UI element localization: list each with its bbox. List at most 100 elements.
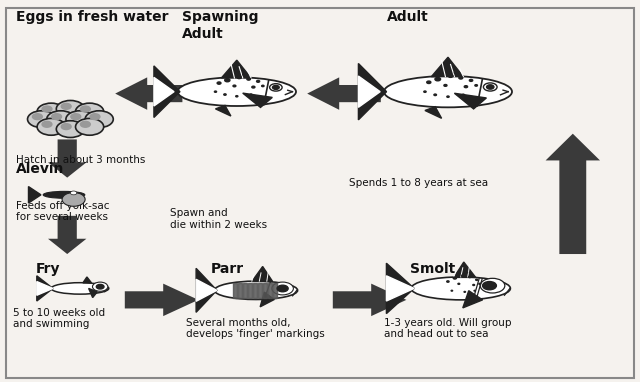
Polygon shape <box>36 276 53 301</box>
Text: Adult: Adult <box>387 10 429 24</box>
Circle shape <box>483 282 497 290</box>
Bar <box>263 283 267 298</box>
Ellipse shape <box>411 277 511 300</box>
Circle shape <box>257 81 260 82</box>
Circle shape <box>260 97 261 98</box>
Circle shape <box>81 106 90 112</box>
Text: Hatch in about 3 months: Hatch in about 3 months <box>16 155 145 165</box>
Polygon shape <box>358 63 387 120</box>
Circle shape <box>277 285 288 292</box>
Circle shape <box>247 78 250 80</box>
Polygon shape <box>243 93 273 107</box>
Circle shape <box>435 78 440 81</box>
Polygon shape <box>425 107 442 118</box>
Circle shape <box>483 83 497 91</box>
Bar <box>238 283 242 298</box>
Text: Feeds off yolk-sac
for several weeks: Feeds off yolk-sac for several weeks <box>16 201 109 222</box>
Ellipse shape <box>178 78 296 106</box>
Circle shape <box>90 114 100 120</box>
Polygon shape <box>36 282 53 295</box>
Ellipse shape <box>43 191 84 198</box>
Polygon shape <box>28 186 41 203</box>
Circle shape <box>85 111 113 128</box>
FancyArrow shape <box>115 78 182 110</box>
Polygon shape <box>216 105 231 116</box>
Bar <box>273 283 277 298</box>
Circle shape <box>468 276 471 278</box>
Circle shape <box>476 279 477 280</box>
Circle shape <box>37 103 65 120</box>
Circle shape <box>233 85 236 87</box>
Circle shape <box>70 191 77 195</box>
FancyArrow shape <box>545 134 600 254</box>
Circle shape <box>427 81 431 84</box>
Circle shape <box>33 114 42 120</box>
Circle shape <box>461 275 464 277</box>
Text: Several months old,
develops 'finger' markings: Several months old, develops 'finger' ma… <box>186 318 324 340</box>
Circle shape <box>462 94 465 96</box>
Circle shape <box>76 103 104 120</box>
Circle shape <box>52 114 61 120</box>
Polygon shape <box>463 291 483 308</box>
Circle shape <box>448 74 453 78</box>
Text: Spawn and
die within 2 weeks: Spawn and die within 2 weeks <box>170 208 267 230</box>
Circle shape <box>28 111 56 128</box>
Circle shape <box>444 84 447 86</box>
Bar <box>234 283 237 298</box>
Polygon shape <box>431 57 463 77</box>
Circle shape <box>250 94 252 95</box>
Polygon shape <box>387 276 414 301</box>
Circle shape <box>61 124 71 129</box>
Bar <box>268 283 272 298</box>
Circle shape <box>469 79 473 81</box>
Circle shape <box>42 106 52 112</box>
Text: Parr: Parr <box>211 262 244 276</box>
Circle shape <box>225 79 230 82</box>
Polygon shape <box>252 267 273 282</box>
FancyArrow shape <box>125 283 198 316</box>
Circle shape <box>486 85 494 89</box>
Polygon shape <box>196 268 217 312</box>
Bar <box>259 283 262 298</box>
Circle shape <box>273 86 279 89</box>
Circle shape <box>92 282 108 291</box>
Circle shape <box>479 283 481 284</box>
Circle shape <box>464 86 468 87</box>
Polygon shape <box>358 76 380 107</box>
Bar <box>243 283 247 298</box>
Circle shape <box>269 84 282 91</box>
Circle shape <box>464 291 465 292</box>
Polygon shape <box>83 277 92 283</box>
Circle shape <box>252 86 255 88</box>
Ellipse shape <box>384 76 512 107</box>
Ellipse shape <box>214 281 298 299</box>
Circle shape <box>473 97 474 99</box>
Polygon shape <box>196 279 217 301</box>
Circle shape <box>214 91 216 92</box>
Text: Smolt: Smolt <box>410 262 455 276</box>
Circle shape <box>62 193 85 206</box>
Circle shape <box>272 282 293 295</box>
Circle shape <box>47 111 75 128</box>
Circle shape <box>56 100 84 117</box>
Circle shape <box>61 104 71 109</box>
Polygon shape <box>454 262 476 277</box>
Polygon shape <box>221 60 251 78</box>
Circle shape <box>236 96 238 97</box>
Circle shape <box>454 72 457 74</box>
FancyArrow shape <box>48 139 86 178</box>
Polygon shape <box>154 78 174 106</box>
Circle shape <box>37 118 65 135</box>
Circle shape <box>459 77 463 79</box>
Circle shape <box>76 118 104 135</box>
Text: Spends 1 to 8 years at sea: Spends 1 to 8 years at sea <box>349 178 488 188</box>
Circle shape <box>81 121 90 127</box>
Circle shape <box>262 85 264 87</box>
Text: 5 to 10 weeks old
and swimming: 5 to 10 weeks old and swimming <box>13 308 105 329</box>
Circle shape <box>96 284 104 289</box>
Polygon shape <box>89 288 97 298</box>
Circle shape <box>480 278 505 293</box>
Ellipse shape <box>51 283 109 294</box>
Bar <box>248 283 252 298</box>
Polygon shape <box>260 292 275 307</box>
